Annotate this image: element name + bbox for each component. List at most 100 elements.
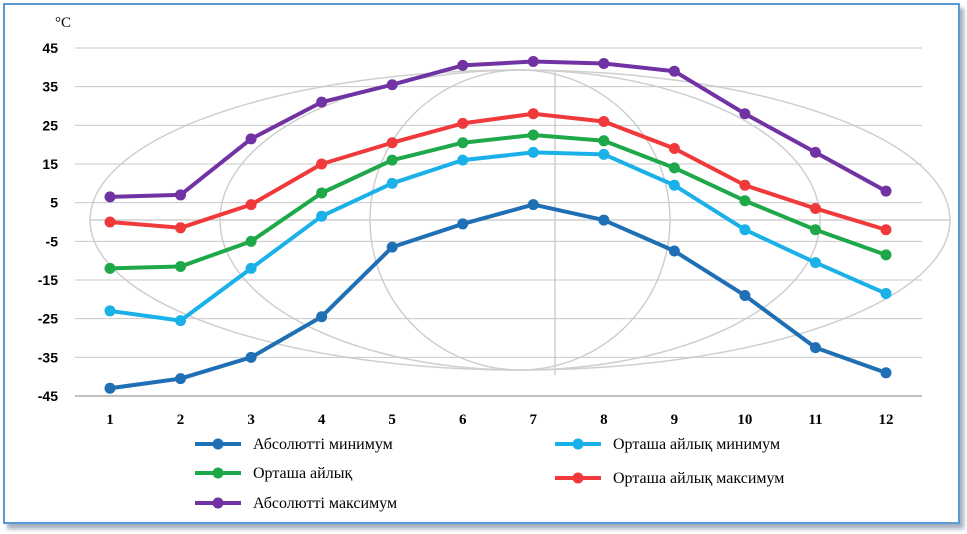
x-tick-label: 6	[459, 412, 467, 428]
x-tick-label: 3	[247, 412, 255, 428]
y-tick-label: 45	[42, 40, 58, 56]
data-point	[598, 57, 610, 69]
y-axis-tick-labels: 45 35 25 15 5 -5 -15 -25 -35 -45	[38, 40, 58, 404]
series-line	[108, 59, 888, 199]
x-tick-label: 10	[737, 412, 752, 428]
data-point	[668, 143, 680, 155]
data-point	[457, 117, 469, 129]
data-point	[880, 367, 892, 379]
data-point	[880, 288, 892, 300]
data-point	[104, 382, 116, 394]
x-tick-label: 8	[600, 412, 608, 428]
watermark-globe	[89, 69, 951, 375]
series-group	[104, 56, 892, 394]
legend-entry-label: Орташа айлық минимум	[613, 436, 780, 453]
legend-swatch-marker	[572, 472, 584, 484]
legend-swatch-marker	[212, 497, 224, 509]
series-line	[108, 150, 888, 323]
x-tick-label: 11	[808, 412, 822, 428]
data-point	[527, 146, 539, 158]
series-line	[108, 111, 888, 232]
series-line	[108, 133, 888, 271]
data-point	[386, 79, 398, 91]
data-point	[809, 146, 821, 158]
data-point	[598, 214, 610, 226]
grid-lines	[75, 47, 922, 397]
data-point	[104, 216, 116, 228]
data-point	[880, 224, 892, 236]
chart-frame	[3, 3, 960, 524]
data-point	[598, 135, 610, 147]
x-tick-label: 5	[388, 412, 396, 428]
data-point	[175, 373, 187, 385]
data-point	[175, 260, 187, 272]
data-point	[527, 129, 539, 141]
x-axis-tick-labels: 1 2 3 4 5 6 7 8 9 10 11 12	[106, 412, 893, 428]
legend-entry-label: Абсолютті минимум	[253, 436, 393, 453]
data-point	[245, 351, 257, 363]
data-point	[880, 185, 892, 197]
legend-entry-label: Абсолютті максимум	[253, 495, 397, 512]
legend-swatch-marker	[212, 467, 224, 479]
x-tick-label: 2	[177, 412, 185, 428]
x-tick-label: 9	[671, 412, 679, 428]
y-tick-label: 25	[42, 117, 58, 133]
data-point	[316, 158, 328, 170]
data-point	[245, 199, 257, 211]
y-tick-label: 35	[42, 79, 58, 95]
data-point	[104, 191, 116, 203]
legend-entry-label: Орташа айлық максимум	[613, 470, 784, 487]
data-point	[386, 137, 398, 149]
data-point	[316, 187, 328, 199]
legend-swatch-marker	[212, 438, 224, 450]
data-point	[386, 241, 398, 253]
legend: Абсолютті минимум Орташа айлық минимум Орт…	[195, 436, 784, 512]
data-point	[245, 235, 257, 247]
y-tick-label: -35	[38, 349, 58, 365]
data-point	[527, 108, 539, 120]
data-point	[598, 148, 610, 160]
y-tick-label: -5	[46, 233, 59, 249]
data-point	[739, 179, 751, 191]
data-point	[668, 162, 680, 174]
data-point	[245, 133, 257, 145]
data-point	[668, 245, 680, 257]
data-point	[457, 59, 469, 71]
data-point	[809, 257, 821, 269]
unit-label: °C	[55, 15, 71, 31]
data-point	[316, 96, 328, 108]
data-point	[739, 108, 751, 120]
data-point	[739, 289, 751, 301]
data-point	[386, 154, 398, 166]
data-point	[668, 65, 680, 77]
x-tick-label: 1	[106, 412, 114, 428]
data-point	[175, 222, 187, 234]
y-tick-label: -45	[38, 388, 58, 404]
x-tick-label: 4	[318, 412, 326, 428]
data-point	[809, 224, 821, 236]
data-point	[598, 115, 610, 127]
data-point	[175, 315, 187, 327]
data-point	[457, 218, 469, 230]
series-line	[108, 202, 888, 391]
data-point	[316, 311, 328, 323]
data-point	[104, 262, 116, 274]
data-point	[457, 154, 469, 166]
data-point	[457, 137, 469, 149]
data-point	[245, 262, 257, 274]
data-point	[880, 249, 892, 261]
legend-swatch-marker	[572, 438, 584, 450]
y-tick-label: 15	[42, 156, 58, 172]
data-point	[739, 195, 751, 207]
data-point	[809, 202, 821, 214]
data-point	[386, 177, 398, 189]
x-tick-label: 12	[879, 412, 894, 428]
data-point	[739, 224, 751, 236]
data-point	[175, 189, 187, 201]
y-tick-label: -15	[38, 272, 58, 288]
y-tick-label: -25	[38, 311, 58, 327]
x-tick-label: 7	[530, 412, 538, 428]
data-point	[809, 342, 821, 354]
data-point	[527, 199, 539, 211]
